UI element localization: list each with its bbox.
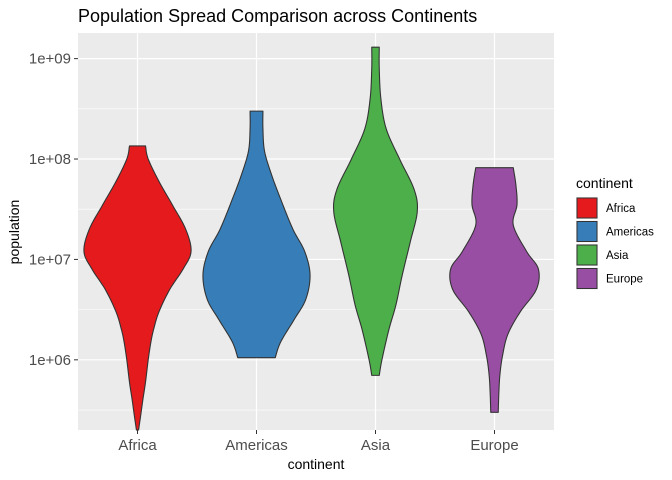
- legend-key-africa: [576, 197, 598, 219]
- legend: continent Africa Americas Asia Europe: [576, 175, 654, 290]
- legend-key-americas: [576, 221, 598, 242]
- legend-label: Africa: [606, 203, 636, 215]
- legend-label: Europe: [606, 274, 643, 286]
- y-tick-label: 1e+09: [29, 51, 71, 68]
- x-tick-label: Asia: [361, 437, 391, 454]
- x-axis: Africa Americas Asia Europe: [118, 430, 519, 454]
- legend-title: continent: [576, 175, 633, 191]
- y-tick-label: 1e+07: [29, 251, 71, 268]
- legend-key-asia: [576, 244, 598, 266]
- violin-europe: [449, 167, 540, 413]
- violin-asia: [332, 46, 419, 376]
- y-axis-title: population: [6, 200, 22, 265]
- y-tick-label: 1e+06: [29, 352, 71, 369]
- violins: [83, 46, 540, 431]
- x-tick-label: Africa: [118, 437, 157, 454]
- x-tick-label: Europe: [470, 437, 518, 454]
- x-tick-label: Americas: [225, 437, 288, 454]
- legend-label: Americas: [606, 227, 654, 239]
- chart-title: Population Spread Comparison across Cont…: [78, 6, 477, 26]
- violin-africa: [83, 145, 192, 431]
- violin-americas: [202, 110, 311, 359]
- y-tick-label: 1e+08: [29, 151, 71, 168]
- x-axis-title: continent: [288, 456, 345, 472]
- y-axis: 1e+06 1e+07 1e+08 1e+09: [29, 51, 78, 369]
- legend-label: Asia: [606, 250, 629, 262]
- legend-key-europe: [576, 268, 598, 289]
